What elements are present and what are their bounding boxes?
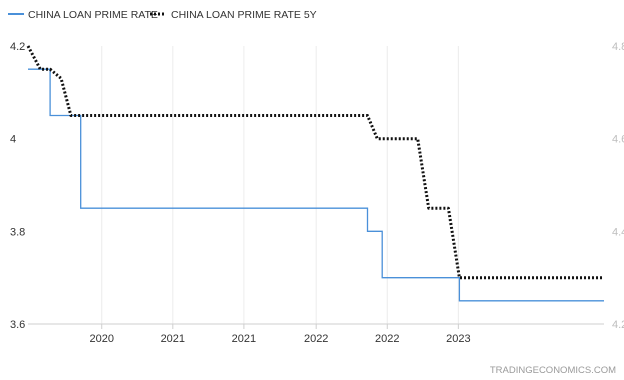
y-right-tick-label: 4.2 bbox=[612, 319, 624, 331]
x-tick-label: 2021 bbox=[161, 333, 185, 345]
y-axis-left: 3.6 3.8 4 4.2 bbox=[10, 41, 25, 331]
y-axis-right: 4.2 4.4 4.6 4.8 bbox=[612, 41, 624, 331]
x-tick-label: 2022 bbox=[304, 333, 328, 345]
x-tick-label: 2020 bbox=[89, 333, 113, 345]
x-tick-label: 2022 bbox=[375, 333, 399, 345]
y-right-tick-label: 4.6 bbox=[612, 134, 624, 146]
x-axis: 2020 2021 2021 2022 2022 2023 bbox=[89, 324, 471, 345]
series-group bbox=[26, 45, 604, 302]
watermark: TRADINGECONOMICS.COM bbox=[490, 365, 616, 376]
y-left-tick-label: 4.2 bbox=[10, 41, 25, 53]
y-right-tick-label: 4.8 bbox=[612, 41, 624, 53]
x-tick-label: 2021 bbox=[232, 333, 256, 345]
legend-label-lpr-5y: CHINA LOAN PRIME RATE 5Y bbox=[171, 9, 317, 21]
y-right-tick-label: 4.4 bbox=[612, 226, 624, 238]
legend: CHINA LOAN PRIME RATE CHINA LOAN PRIME R… bbox=[8, 9, 317, 21]
y-left-tick-label: 4 bbox=[10, 134, 16, 146]
x-tick-label: 2023 bbox=[446, 333, 470, 345]
series-line-lpr bbox=[28, 68, 604, 302]
grid bbox=[101, 46, 459, 324]
legend-label-lpr: CHINA LOAN PRIME RATE bbox=[28, 9, 158, 21]
y-left-tick-label: 3.8 bbox=[10, 226, 25, 238]
series-line-lpr-5y bbox=[26, 45, 604, 280]
y-left-tick-label: 3.6 bbox=[10, 319, 25, 331]
